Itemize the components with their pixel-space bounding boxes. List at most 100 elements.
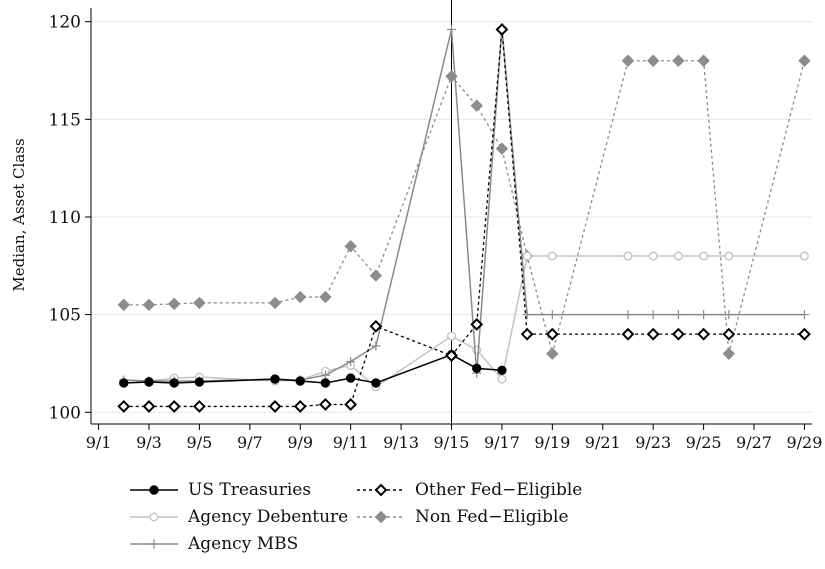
data-point-non-fed-eligible <box>722 347 736 360</box>
data-point-non-fed-eligible <box>697 54 710 67</box>
data-point-non-fed-eligible <box>646 54 660 67</box>
legend-swatch-marker <box>149 512 159 522</box>
data-point-other-fed-eligible <box>142 400 156 413</box>
data-point-other-fed-eligible <box>445 349 458 363</box>
legend-swatch-marker <box>149 539 159 549</box>
data-point-agency-mbs <box>447 24 456 34</box>
x-tick-label: 9/7 <box>237 433 263 452</box>
data-point-agency-mbs <box>623 310 633 320</box>
series-agency-debenture <box>119 251 809 392</box>
legend-item-agency-mbs: Agency MBS <box>130 534 298 554</box>
x-tick-label: 9/1 <box>86 433 112 452</box>
data-point-non-fed-eligible <box>294 290 307 304</box>
data-point-non-fed-eligible <box>495 142 509 155</box>
series-other-fed-eligible <box>117 23 811 413</box>
data-point-us-treasuries <box>371 378 381 388</box>
data-point-us-treasuries <box>144 377 154 387</box>
data-point-other-fed-eligible <box>495 23 509 36</box>
data-point-agency-mbs <box>522 310 532 320</box>
data-point-agency-debenture <box>623 251 633 261</box>
data-point-non-fed-eligible <box>546 347 559 360</box>
data-point-agency-mbs <box>547 310 557 320</box>
data-point-non-fed-eligible <box>142 298 156 312</box>
x-tick-label: 9/27 <box>736 433 772 452</box>
data-point-us-treasuries <box>472 363 482 374</box>
legend-item-non-fed-eligible: Non Fed−Eligible <box>357 507 569 527</box>
data-point-other-fed-eligible <box>117 400 131 413</box>
data-point-other-fed-eligible <box>621 327 635 341</box>
legend: US Treasuries Agency Debenture Agency MBS O… <box>130 480 582 554</box>
data-point-agency-mbs <box>724 310 734 320</box>
legend-item-us-treasuries: US Treasuries <box>130 480 311 500</box>
legend-swatch-marker <box>374 510 388 524</box>
x-tick-label: 9/21 <box>585 433 621 452</box>
y-tick-label: 100 <box>49 403 81 423</box>
data-point-non-fed-eligible <box>268 296 282 310</box>
data-point-other-fed-eligible <box>520 327 534 341</box>
data-point-us-treasuries <box>169 378 179 388</box>
data-point-agency-mbs <box>371 341 381 351</box>
data-point-agency-debenture <box>699 251 709 261</box>
data-point-other-fed-eligible <box>470 317 484 331</box>
data-point-agency-mbs <box>320 370 330 380</box>
data-point-non-fed-eligible <box>193 296 206 310</box>
x-tick-label: 9/11 <box>333 433 369 452</box>
x-tick-label: 9/9 <box>287 433 313 452</box>
data-point-agency-debenture <box>522 251 532 261</box>
data-point-non-fed-eligible <box>672 54 685 67</box>
series-line-agency-debenture <box>123 255 805 388</box>
data-point-us-treasuries <box>295 376 305 386</box>
legend-swatch-marker <box>149 485 159 495</box>
legend-label: US Treasuries <box>188 480 311 500</box>
legend-item-agency-debenture: Agency Debenture <box>130 507 348 527</box>
data-point-agency-debenture <box>497 374 507 384</box>
series-group <box>117 23 811 413</box>
data-point-agency-debenture <box>799 251 809 261</box>
data-point-other-fed-eligible <box>697 327 711 341</box>
x-tick-label: 9/13 <box>383 433 419 452</box>
data-point-other-fed-eligible <box>268 400 282 413</box>
data-point-other-fed-eligible <box>545 327 559 341</box>
data-point-us-treasuries <box>497 365 507 375</box>
data-point-non-fed-eligible <box>344 240 357 253</box>
x-tick-label: 9/29 <box>786 433 822 452</box>
x-tick-label: 9/19 <box>534 433 570 452</box>
y-tick-label: 105 <box>49 306 81 326</box>
data-point-agency-mbs <box>673 310 683 320</box>
data-point-non-fed-eligible <box>117 298 130 312</box>
y-axis-label: Median, Asset Class <box>10 138 28 291</box>
x-tick-label: 9/23 <box>635 433 671 452</box>
data-point-non-fed-eligible <box>470 99 483 112</box>
data-point-us-treasuries <box>270 374 280 384</box>
data-point-us-treasuries <box>119 378 129 388</box>
series-line-us-treasuries <box>123 353 502 384</box>
series-line-agency-mbs <box>123 27 805 382</box>
data-point-other-fed-eligible <box>722 327 736 341</box>
x-tick-label: 9/17 <box>484 433 520 452</box>
y-tick-label: 115 <box>49 110 81 130</box>
data-point-other-fed-eligible <box>319 398 332 411</box>
data-point-other-fed-eligible <box>798 327 811 341</box>
axes-group: 100 105 110 115 120 9/1 9/3 9/5 9/7 9/9 9/11 9/13 9/… <box>49 8 822 452</box>
data-point-other-fed-eligible <box>293 400 307 413</box>
data-point-agency-mbs <box>699 310 709 320</box>
x-tick-label: 9/5 <box>187 433 213 452</box>
data-point-agency-debenture <box>447 331 457 341</box>
data-point-agency-debenture <box>547 251 557 261</box>
x-tick-label: 9/25 <box>686 433 722 452</box>
data-point-agency-debenture <box>724 251 734 261</box>
y-tick-label: 110 <box>49 208 81 228</box>
legend-label: Other Fed−Eligible <box>415 480 582 500</box>
data-point-other-fed-eligible <box>344 398 358 411</box>
data-point-other-fed-eligible <box>192 400 206 413</box>
data-point-us-treasuries <box>320 378 331 388</box>
legend-item-other-fed-eligible: Other Fed−Eligible <box>357 480 582 500</box>
data-point-agency-debenture <box>673 251 683 261</box>
data-point-agency-mbs <box>346 357 356 367</box>
legend-swatch-marker <box>374 483 388 497</box>
data-point-agency-debenture <box>648 251 658 261</box>
data-point-non-fed-eligible <box>167 297 181 311</box>
legend-label: Agency MBS <box>187 534 298 554</box>
data-point-agency-mbs <box>648 310 658 320</box>
